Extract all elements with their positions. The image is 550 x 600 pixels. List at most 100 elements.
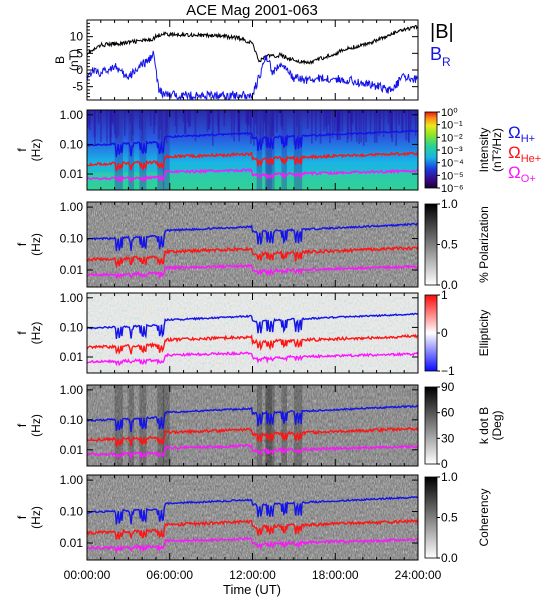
spectrogram-streak — [306, 110, 309, 129]
spectrogram-streak — [351, 110, 354, 124]
spectrogram-streak — [263, 110, 266, 123]
legend-b-r-main: B — [430, 44, 442, 64]
spectrogram-streak — [246, 110, 249, 127]
figure-title: ACE Mag 2001-063 — [186, 2, 318, 19]
spectrogram-streak — [114, 110, 117, 138]
x-tick-label: 00:00:00 — [64, 568, 111, 582]
colorbar-tick-label: 90 — [441, 380, 455, 394]
colorbar — [424, 111, 438, 189]
spectrogram-streak — [362, 110, 365, 146]
spectrogram-streak — [158, 110, 160, 140]
event-band — [293, 110, 303, 190]
freq-ytick-label: 1.00 — [60, 108, 84, 122]
x-tick-label: 24:00:00 — [395, 568, 442, 582]
colorbar — [424, 476, 438, 559]
spectrogram-streak — [259, 110, 262, 143]
spectrogram-streak — [88, 110, 91, 125]
spectrogram-streak — [336, 110, 339, 137]
spectrogram-streak — [379, 110, 381, 131]
spectrogram-streak — [349, 110, 352, 124]
freq-ytick-label: 0.10 — [60, 413, 84, 427]
spectrogram-streak — [331, 110, 334, 138]
freq-ylabel-main: f — [15, 242, 29, 246]
wave-normal-angle-panel: 1.00 0.10 0.01 f (Hz) 90 60 30 0 k dot B (Deg) — [15, 380, 504, 471]
spectrogram-streak — [123, 110, 126, 136]
spectrogram-streak — [97, 110, 100, 124]
spectrogram-streak — [111, 110, 113, 124]
event-band — [266, 385, 275, 466]
spectrogram-streak — [360, 110, 362, 143]
colorbar-tick-label: 10⁻⁴ — [441, 158, 464, 170]
event-band — [281, 385, 287, 466]
freq-ylabel-main: f — [15, 515, 29, 519]
omega-h-line — [87, 312, 418, 340]
spectrogram-streak — [254, 110, 257, 125]
spectrogram-streak — [139, 110, 141, 129]
spectrogram-streak — [207, 110, 210, 130]
omega-he-line — [87, 151, 418, 172]
omega-h-line — [87, 129, 418, 157]
freq-ytick-label: 0.10 — [60, 232, 84, 246]
b-ytick-label: 5 — [76, 46, 83, 60]
spectrogram-streak — [109, 110, 112, 137]
event-band — [256, 385, 263, 466]
spectrogram-streak — [270, 110, 273, 146]
omega-o-line — [87, 443, 418, 460]
x-tick-label: 12:00:00 — [229, 568, 276, 582]
b-ytick-label: 10 — [70, 30, 84, 44]
legend-omega-he-main: Ω — [508, 143, 521, 162]
spectrogram-streak — [182, 110, 185, 123]
spectrogram-streak — [326, 110, 328, 135]
spectrogram-streak — [407, 110, 410, 142]
spectrogram-streak — [117, 110, 120, 136]
spectrogram-streak — [116, 110, 118, 139]
spectrogram-streak — [375, 110, 378, 143]
b-legend: |B| BR — [430, 21, 454, 69]
colorbar — [424, 294, 438, 372]
colorbar-unit: (nT²/Hz) — [490, 128, 504, 172]
spectrogram-streak — [93, 110, 96, 138]
event-band — [293, 385, 303, 466]
colorbar-tick-label: 10⁰ — [441, 107, 458, 119]
freq-ylabel-main: f — [15, 423, 29, 427]
colorbar-tick-label: 10⁻⁶ — [441, 183, 464, 195]
colorbar-tick-label: 60 — [441, 406, 455, 420]
freq-ytick-label: 1.00 — [60, 291, 84, 305]
colorbar-tick-label: 1 — [441, 288, 448, 302]
freq-ytick-label: 0.01 — [60, 536, 84, 550]
spectrogram-streak — [271, 110, 274, 130]
legend-omega-o-main: Ω — [508, 163, 521, 182]
event-band — [266, 110, 275, 190]
spectrogram-streak — [267, 110, 269, 126]
spectrogram-streak — [405, 110, 407, 141]
spectrogram-streak — [409, 110, 412, 132]
spectrogram-streak — [276, 110, 278, 133]
spectrogram-streak — [337, 110, 340, 131]
spectrogram-streak — [365, 110, 367, 143]
event-band — [281, 110, 287, 190]
spectrogram-streak — [247, 110, 250, 125]
spectrogram-streak — [233, 110, 235, 142]
omega-h-line — [87, 404, 418, 433]
spectrogram-streak — [323, 110, 326, 131]
b-ytick-label: 0 — [76, 63, 83, 77]
colorbar-label: Ellipticity — [477, 310, 491, 357]
omega-he-line — [87, 426, 418, 448]
spectrogram-streak — [373, 110, 376, 143]
colorbar-tick-label: 0 — [441, 457, 448, 471]
spectrogram-streak — [87, 110, 89, 128]
freq-ytick-label: 0.10 — [60, 320, 84, 334]
spectrogram-streak — [217, 110, 220, 132]
spectrogram-streak — [334, 110, 336, 133]
spectrogram-streak — [189, 110, 191, 127]
spectrogram-streak — [238, 110, 241, 132]
spectrogram-streak — [174, 110, 177, 127]
spectral-power-panel: 1.00 0.10 0.01 f (Hz) 10⁰10⁻¹10⁻²10⁻³10⁻⁴10⁻⁵… — [15, 107, 504, 195]
b-ylabel-unit: (nT) — [67, 49, 81, 71]
colorbar-tick-label: 0.0 — [441, 278, 458, 292]
colorbar — [424, 203, 438, 286]
colorbar-tick-label: 0 — [441, 326, 448, 340]
spectrogram-streak — [346, 110, 349, 143]
spectrogram-streak — [390, 110, 393, 138]
spectrogram-streak — [315, 110, 317, 141]
